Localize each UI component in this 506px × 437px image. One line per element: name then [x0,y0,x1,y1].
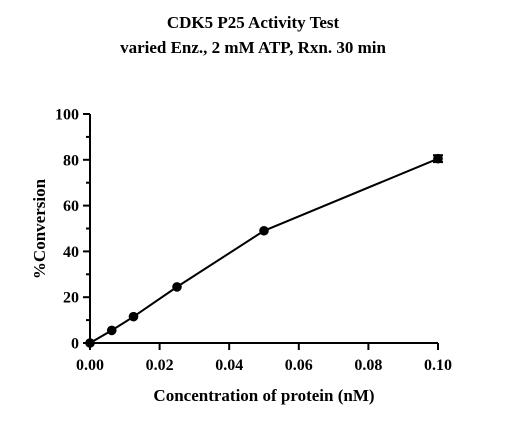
y-tick-label: 80 [63,152,79,169]
y-tick-label: 60 [63,198,79,215]
data-point [433,153,443,164]
series-line [89,157,439,344]
chart-title: CDK5 P25 Activity Test [167,13,340,32]
data-point [128,311,139,322]
y-tick-label: 0 [71,336,79,353]
y-axis-label: %Conversion [30,178,49,279]
y-axis-ticks: 0 20 40 60 80 100 [55,107,90,353]
data-point [85,338,95,348]
data-point [259,225,269,236]
series-layer [85,153,443,348]
x-tick-label: 0.04 [215,357,243,374]
x-tick-label: 0.06 [285,357,313,374]
x-tick-label: 0.10 [424,357,452,374]
data-point [106,325,117,336]
x-axis-ticks: 0.00 0.02 0.04 0.06 0.08 0.10 [76,343,452,374]
data-point [172,282,182,292]
y-tick-label: 100 [55,107,79,124]
chart-subtitle: varied Enz., 2 mM ATP, Rxn. 30 min [120,38,386,57]
x-axis-label: Concentration of protein (nM) [153,386,374,405]
y-tick-label: 20 [63,290,79,307]
x-tick-label: 0.08 [354,357,382,374]
y-tick-label: 40 [63,244,79,261]
x-tick-label: 0.02 [146,357,174,374]
x-tick-label: 0.00 [76,357,104,374]
